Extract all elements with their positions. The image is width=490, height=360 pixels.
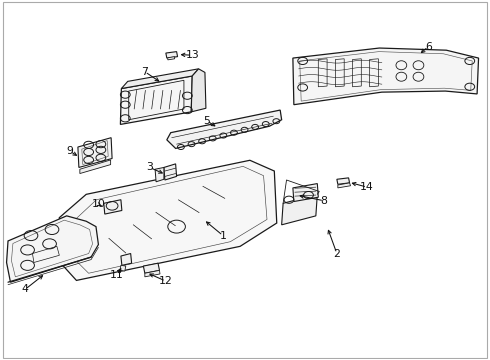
Polygon shape (120, 265, 126, 271)
Text: 2: 2 (333, 248, 340, 258)
Text: 10: 10 (92, 199, 105, 210)
Text: 14: 14 (360, 182, 374, 192)
Text: 7: 7 (142, 67, 148, 77)
Polygon shape (282, 194, 318, 225)
Polygon shape (122, 69, 198, 89)
Polygon shape (78, 138, 112, 167)
Text: 3: 3 (147, 162, 153, 172)
Polygon shape (168, 57, 174, 60)
Text: 12: 12 (159, 276, 172, 286)
Polygon shape (121, 76, 192, 125)
Text: 1: 1 (220, 231, 226, 240)
Polygon shape (191, 69, 206, 112)
Polygon shape (337, 178, 349, 184)
Polygon shape (121, 253, 132, 265)
Text: 13: 13 (185, 50, 199, 60)
Text: 8: 8 (321, 196, 328, 206)
Polygon shape (6, 216, 98, 282)
Text: 11: 11 (110, 270, 124, 280)
Polygon shape (104, 200, 122, 214)
Polygon shape (166, 51, 177, 58)
Polygon shape (293, 184, 318, 202)
Polygon shape (167, 110, 282, 148)
Polygon shape (164, 164, 176, 180)
Polygon shape (155, 167, 164, 182)
Polygon shape (80, 160, 111, 174)
Text: 6: 6 (425, 42, 432, 51)
Polygon shape (338, 183, 350, 188)
Text: 5: 5 (203, 116, 210, 126)
Polygon shape (293, 48, 479, 105)
Polygon shape (145, 270, 160, 277)
Polygon shape (59, 160, 277, 280)
Polygon shape (144, 263, 159, 273)
Text: 9: 9 (67, 146, 74, 156)
Text: 4: 4 (22, 284, 28, 294)
